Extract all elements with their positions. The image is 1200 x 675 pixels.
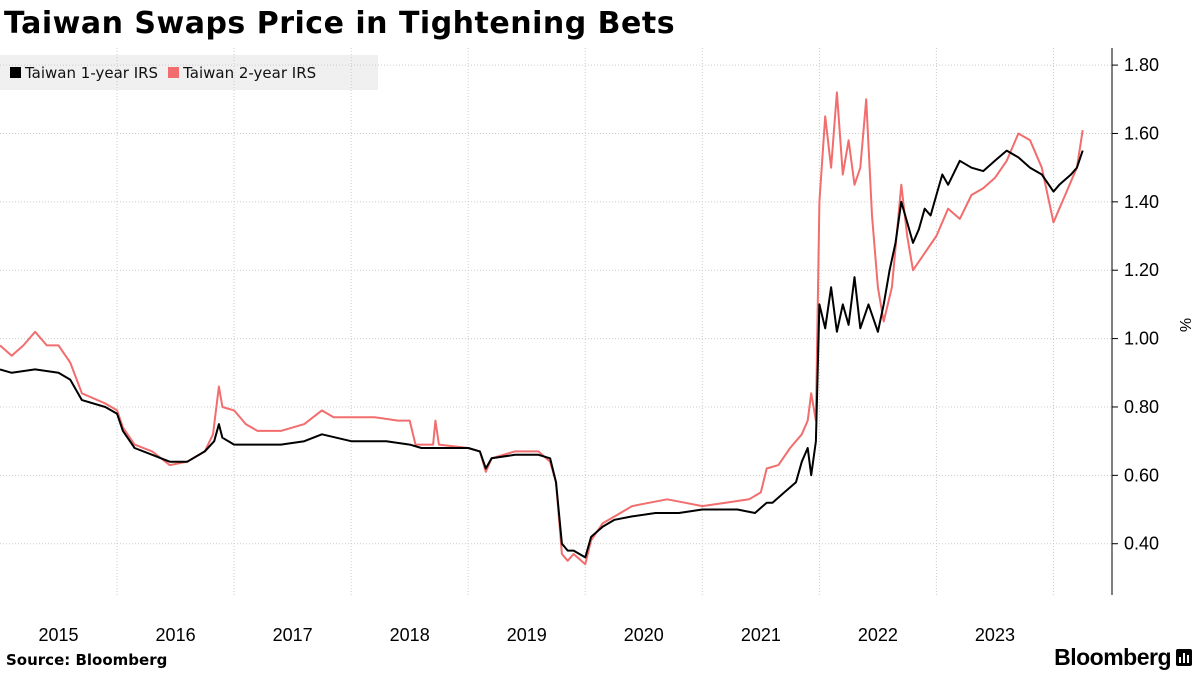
y-axis-label: % <box>1176 318 1193 332</box>
legend-item-1yr: Taiwan 1-year IRS <box>10 64 158 82</box>
y-axis: 0.40 0.60 0.80 1.00 1.20 1.40 1.60 1.80 <box>1111 48 1159 595</box>
brand-logo: Bloomberg <box>1054 644 1192 671</box>
y-tick-label: 1.20 <box>1124 260 1159 280</box>
legend-swatch-2yr <box>168 67 180 78</box>
legend-item-2yr: Taiwan 2-year IRS <box>168 64 316 82</box>
y-tick-label: 0.80 <box>1124 397 1159 417</box>
brand-wordmark: Bloomberg <box>1054 644 1171 670</box>
legend-swatch-1yr <box>10 67 21 78</box>
x-tick-label: 2023 <box>975 625 1015 645</box>
series-lines <box>0 91 1084 566</box>
x-tick-label: 2019 <box>507 625 547 645</box>
x-tick-label: 2017 <box>273 625 313 645</box>
grid-lines <box>0 48 1112 595</box>
x-tick-label: 2018 <box>390 625 430 645</box>
x-tick-label: 2021 <box>741 625 781 645</box>
source-note: Source: Bloomberg <box>6 651 168 669</box>
x-tick-label: 2020 <box>624 625 664 645</box>
series-line-1yr <box>0 149 1084 559</box>
bloomberg-terminal-icon <box>1176 649 1192 666</box>
x-axis: 2015 2016 2017 2018 2019 2020 2021 2022 2023 <box>39 625 1015 645</box>
y-tick-label: 1.80 <box>1124 55 1159 75</box>
y-tick-label: 0.40 <box>1124 534 1159 554</box>
x-tick-label: 2022 <box>858 625 898 645</box>
chart-legend: Taiwan 1-year IRS Taiwan 2-year IRS <box>0 55 378 90</box>
y-tick-label: 1.40 <box>1124 192 1159 212</box>
legend-label-2yr: Taiwan 2-year IRS <box>183 63 317 82</box>
legend-label-1yr: Taiwan 1-year IRS <box>25 63 159 82</box>
x-tick-label: 2016 <box>156 625 196 645</box>
series-line-2yr <box>0 91 1084 566</box>
y-tick-label: 0.60 <box>1124 465 1159 485</box>
y-tick-label: 1.00 <box>1124 329 1159 349</box>
chart-title: Taiwan Swaps Price in Tightening Bets <box>4 6 676 41</box>
y-tick-label: 1.60 <box>1124 123 1159 143</box>
x-tick-label: 2015 <box>39 625 79 645</box>
